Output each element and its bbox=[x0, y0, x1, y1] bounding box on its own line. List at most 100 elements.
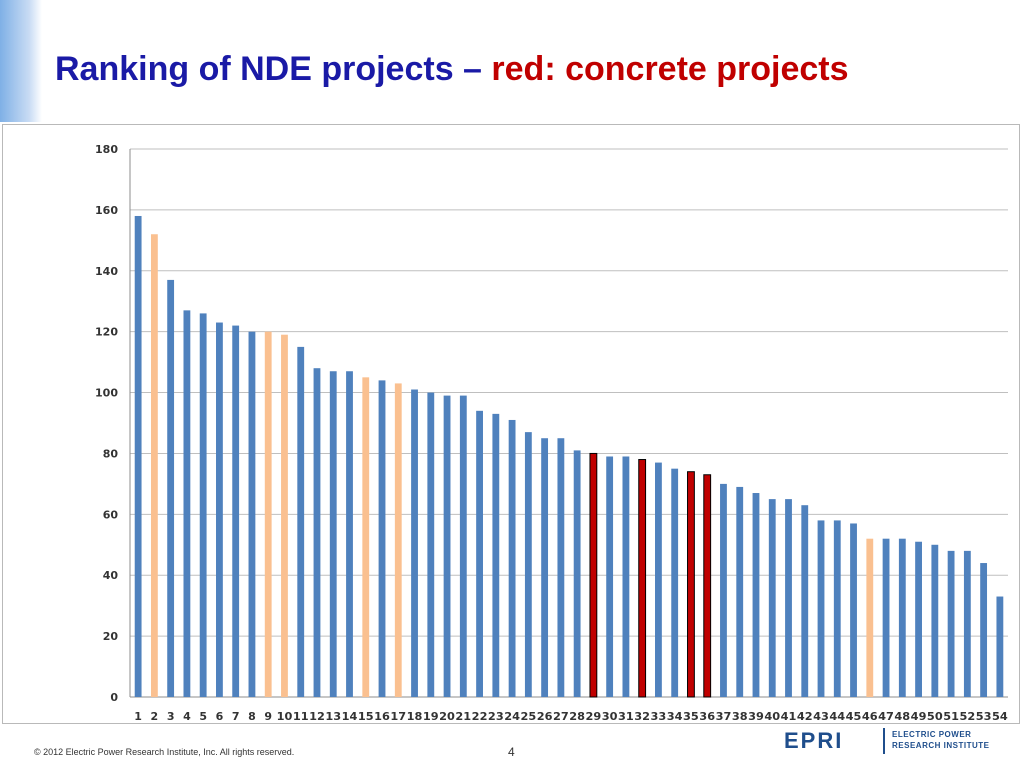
y-tick-label: 160 bbox=[95, 204, 118, 217]
bar-29 bbox=[589, 452, 598, 698]
epri-logo: EPRI ELECTRIC POWER RESEARCH INSTITUTE bbox=[784, 726, 1004, 756]
x-tick-label: 39 bbox=[748, 710, 764, 723]
x-tick-label: 2 bbox=[151, 710, 159, 723]
bar-30 bbox=[606, 456, 614, 697]
bar-6 bbox=[216, 322, 223, 697]
bar-25 bbox=[524, 432, 532, 697]
bar-20 bbox=[443, 395, 451, 697]
bar-39 bbox=[752, 493, 760, 697]
y-tick-label: 140 bbox=[95, 265, 118, 278]
x-tick-label: 31 bbox=[618, 710, 634, 723]
x-tick-label: 29 bbox=[586, 710, 602, 723]
logo-line-1: ELECTRIC POWER bbox=[892, 730, 972, 739]
title-accent-bar bbox=[0, 0, 42, 122]
x-tick-label: 35 bbox=[683, 710, 699, 723]
bar-38 bbox=[736, 486, 744, 697]
bar-45 bbox=[850, 523, 857, 697]
bar-49 bbox=[915, 541, 922, 697]
x-tick-label: 41 bbox=[781, 710, 797, 723]
x-tick-label: 47 bbox=[878, 710, 894, 723]
x-tick-label: 42 bbox=[797, 710, 813, 723]
x-tick-label: 18 bbox=[407, 710, 423, 723]
bar-43 bbox=[817, 520, 825, 697]
bar-22 bbox=[476, 410, 483, 697]
x-tick-label: 37 bbox=[716, 710, 732, 723]
y-tick-label: 120 bbox=[95, 326, 118, 339]
x-tick-label: 34 bbox=[667, 710, 683, 723]
y-tick-label: 0 bbox=[110, 691, 118, 704]
x-tick-label: 1 bbox=[134, 710, 142, 723]
bars bbox=[134, 215, 1004, 698]
y-tick-label: 100 bbox=[95, 387, 118, 400]
bar-17 bbox=[394, 383, 402, 697]
x-tick-label: 24 bbox=[504, 710, 520, 723]
bar-41 bbox=[785, 499, 792, 697]
x-tick-label: 12 bbox=[309, 710, 325, 723]
x-tick-label: 6 bbox=[216, 710, 224, 723]
x-tick-label: 32 bbox=[634, 710, 650, 723]
bar-26 bbox=[541, 438, 549, 697]
y-tick-label: 40 bbox=[103, 569, 119, 582]
bar-9 bbox=[264, 331, 272, 697]
x-tick-label: 25 bbox=[520, 710, 536, 723]
bar-36 bbox=[703, 474, 712, 698]
x-tick-labels: 1 2 3 4 5 6 7 8 9 10 11 12 13 14 15 16 17 18 19 20 21 22 23 24 2… bbox=[134, 710, 1008, 723]
chart-frame: 0 20 40 60 80 100 120 140 160 180 1 2 3 4 5 6 7 8 9 10 11 12… bbox=[2, 124, 1020, 724]
x-tick-label: 22 bbox=[472, 710, 488, 723]
x-tick-label: 20 bbox=[439, 710, 455, 723]
x-tick-label: 16 bbox=[374, 710, 390, 723]
bar-3 bbox=[167, 279, 175, 697]
bar-52 bbox=[963, 550, 971, 697]
x-tick-label: 8 bbox=[248, 710, 256, 723]
gridlines bbox=[129, 148, 1008, 698]
bar-11 bbox=[297, 346, 305, 697]
y-tick-label: 20 bbox=[103, 630, 119, 643]
x-tick-label: 3 bbox=[167, 710, 175, 723]
bar-27 bbox=[557, 438, 565, 697]
bar-35 bbox=[687, 471, 695, 698]
bar-13 bbox=[329, 371, 337, 697]
x-tick-label: 33 bbox=[651, 710, 667, 723]
x-tick-label: 44 bbox=[829, 710, 845, 723]
bar-46 bbox=[866, 538, 874, 697]
x-tick-label: 23 bbox=[488, 710, 504, 723]
bar-5 bbox=[199, 313, 207, 697]
x-tick-label: 50 bbox=[927, 710, 943, 723]
x-tick-label: 36 bbox=[699, 710, 715, 723]
x-tick-label: 45 bbox=[846, 710, 862, 723]
x-tick-label: 43 bbox=[813, 710, 829, 723]
bar-31 bbox=[622, 456, 630, 697]
x-tick-label: 11 bbox=[293, 710, 309, 723]
bar-18 bbox=[411, 389, 418, 697]
x-tick-label: 48 bbox=[894, 710, 910, 723]
x-tick-label: 27 bbox=[553, 710, 569, 723]
x-tick-label: 28 bbox=[569, 710, 585, 723]
epri-logo-mark: EPRI bbox=[784, 728, 844, 753]
x-tick-label: 30 bbox=[602, 710, 618, 723]
x-tick-label: 52 bbox=[959, 710, 975, 723]
x-tick-label: 13 bbox=[325, 710, 341, 723]
x-tick-label: 53 bbox=[976, 710, 992, 723]
bar-10 bbox=[281, 334, 288, 697]
x-tick-label: 17 bbox=[390, 710, 406, 723]
page-number: 4 bbox=[508, 745, 515, 759]
logo-divider bbox=[883, 728, 885, 754]
x-tick-label: 4 bbox=[183, 710, 191, 723]
bar-7 bbox=[232, 325, 240, 697]
bar-51 bbox=[947, 550, 955, 697]
bar-15 bbox=[362, 377, 370, 697]
bar-24 bbox=[508, 419, 516, 697]
bar-37 bbox=[720, 483, 727, 697]
bar-28 bbox=[573, 450, 581, 697]
bar-14 bbox=[346, 371, 353, 697]
x-tick-label: 26 bbox=[537, 710, 553, 723]
x-tick-label: 38 bbox=[732, 710, 748, 723]
y-tick-label: 180 bbox=[95, 143, 118, 156]
x-tick-label: 40 bbox=[764, 710, 780, 723]
bar-16 bbox=[378, 380, 386, 697]
logo-line-2: RESEARCH INSTITUTE bbox=[892, 741, 990, 750]
bar-47 bbox=[882, 538, 890, 697]
x-tick-label: 14 bbox=[342, 710, 358, 723]
bar-1 bbox=[134, 215, 142, 697]
